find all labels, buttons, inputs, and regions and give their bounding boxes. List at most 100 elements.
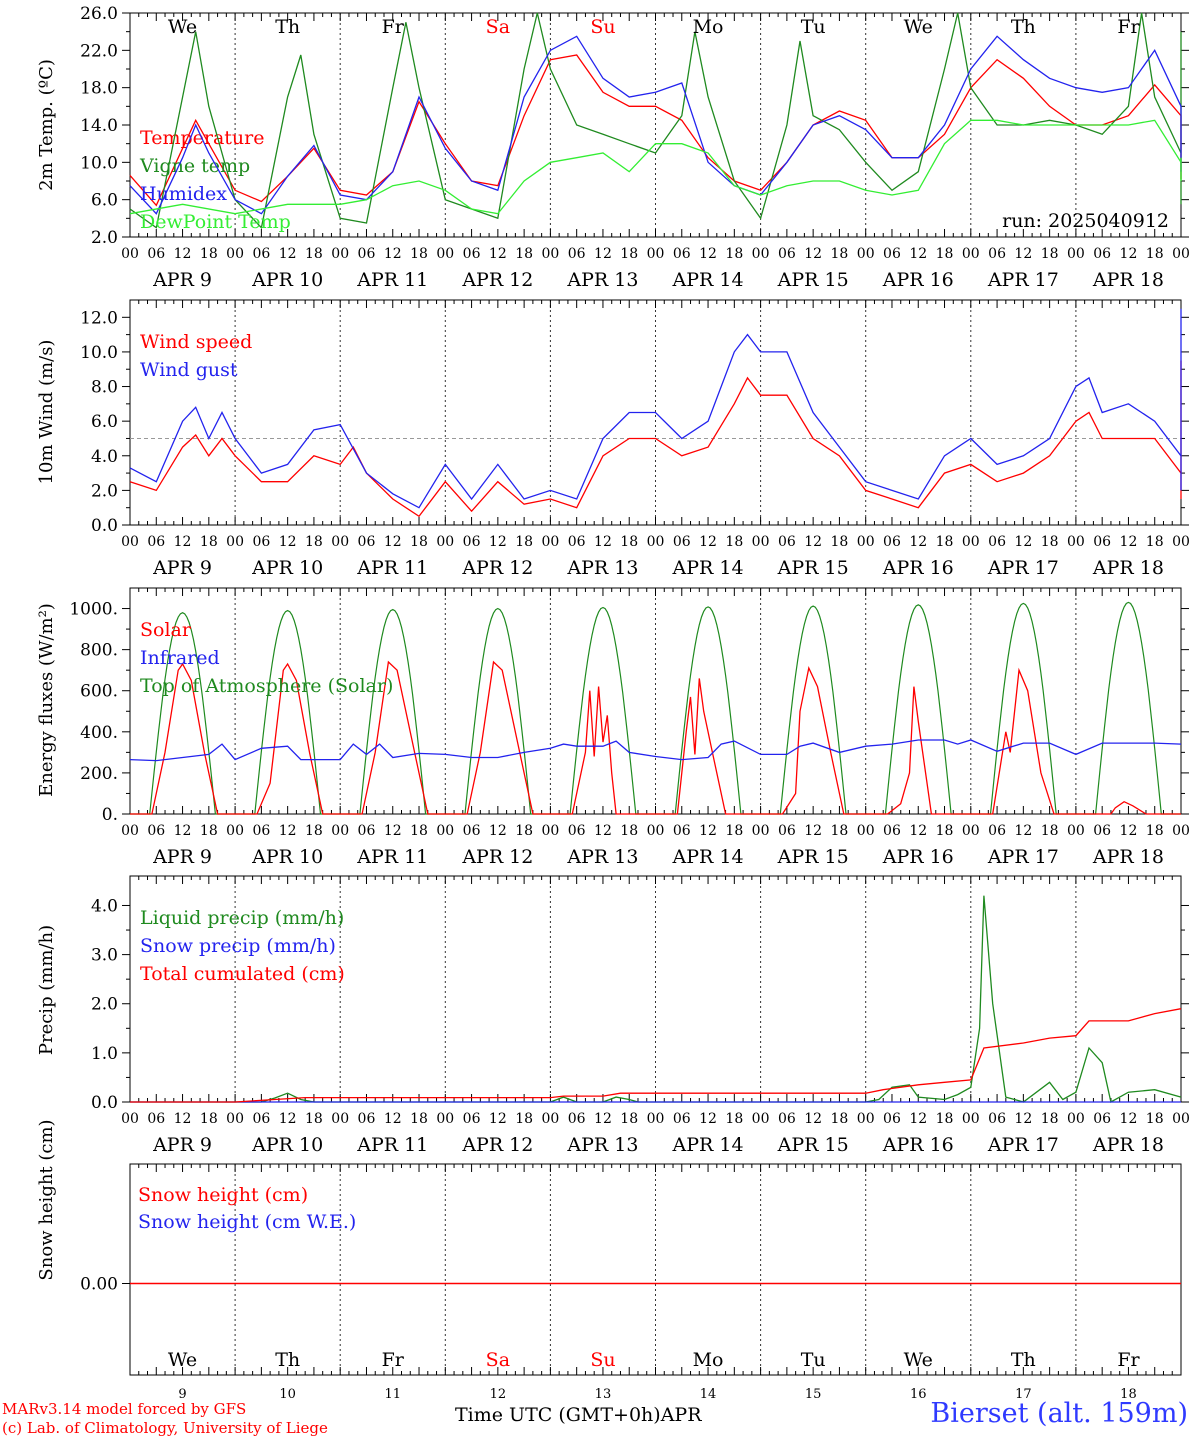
weekday-label: Mo [693, 16, 724, 38]
weekday-label: Sa [486, 16, 510, 38]
hour-tick-label: 12 [1120, 823, 1138, 839]
date-label: APR 13 [566, 557, 638, 579]
series-line [129, 54, 1182, 207]
hour-tick-label: 12 [1120, 1111, 1138, 1127]
hour-tick-label: 00 [1067, 534, 1085, 550]
hour-tick-label: 00 [962, 823, 980, 839]
weekday-label-bottom: Su [590, 1349, 615, 1371]
legend-entry: Top of Atmosphere (Solar) [140, 675, 393, 697]
legend-entry: Snow precip (mm/h) [140, 935, 336, 957]
hour-tick-label: 18 [1041, 246, 1059, 262]
hour-tick-label: 00 [331, 823, 349, 839]
time-axis-label: Time UTC (GMT+0h) [455, 1404, 661, 1426]
date-label: APR 15 [777, 1134, 849, 1156]
hour-tick-label: 00 [857, 1111, 875, 1127]
hour-tick-label: 06 [252, 534, 270, 550]
legend-entry: Infrared [140, 647, 220, 669]
weekday-label-bottom: Fr [1117, 1349, 1140, 1371]
hour-tick-label: 06 [778, 1111, 796, 1127]
hour-tick-label: 06 [463, 246, 481, 262]
date-label: APR 18 [1092, 269, 1164, 291]
hour-tick-label: 12 [279, 823, 297, 839]
hour-tick-label: 00 [541, 823, 559, 839]
hour-tick-label: 00 [1172, 1111, 1190, 1127]
y-tick-label: 0. [102, 805, 118, 825]
hour-tick-label: 00 [436, 823, 454, 839]
hour-tick-label: 00 [1067, 246, 1085, 262]
hour-tick-label: 00 [962, 246, 980, 262]
hour-tick-label: 18 [831, 246, 849, 262]
date-label: APR 13 [566, 846, 638, 868]
y-tick-label: 8.0 [91, 378, 118, 398]
date-label: APR 16 [882, 846, 954, 868]
day-number-label: 16 [910, 1387, 927, 1402]
date-label: APR 14 [672, 1134, 744, 1156]
day-number-label: 10 [279, 1387, 296, 1402]
hour-tick-label: 00 [647, 246, 665, 262]
day-number-label: 17 [1015, 1387, 1032, 1402]
y-tick-label: 1000. [69, 600, 118, 620]
hour-tick-label: 00 [121, 823, 139, 839]
date-label: APR 14 [672, 846, 744, 868]
date-label: APR 9 [152, 557, 212, 579]
hour-tick-label: 00 [962, 534, 980, 550]
date-label: APR 18 [1092, 1134, 1164, 1156]
hour-tick-label: 12 [804, 823, 822, 839]
hour-tick-label: 00 [752, 823, 770, 839]
legend-entry: Liquid precip (mm/h) [140, 907, 344, 929]
day-number-label: 18 [1120, 1387, 1137, 1402]
y-tick-label: 2.0 [91, 481, 118, 501]
date-label: APR 17 [987, 846, 1059, 868]
date-label: APR 14 [672, 269, 744, 291]
hour-tick-label: 00 [1172, 246, 1190, 262]
date-label: APR 9 [152, 1134, 212, 1156]
legend-entry: Snow height (cm W.E.) [138, 1211, 356, 1233]
hour-tick-label: 12 [174, 823, 192, 839]
hour-tick-label: 12 [174, 1111, 192, 1127]
hour-tick-label: 12 [594, 534, 612, 550]
weekday-label-bottom: Sa [486, 1349, 510, 1371]
hour-tick-label: 12 [489, 246, 507, 262]
date-label: APR 12 [461, 557, 533, 579]
legend-entry: Wind speed [140, 331, 252, 353]
hour-tick-label: 12 [279, 246, 297, 262]
weekday-label: Su [590, 16, 615, 38]
hour-tick-label: 12 [909, 823, 927, 839]
hour-tick-label: 00 [647, 823, 665, 839]
hour-tick-label: 18 [200, 246, 218, 262]
hour-tick-label: 06 [358, 1111, 376, 1127]
y-tick-label: 800. [80, 641, 118, 661]
hour-tick-label: 06 [673, 823, 691, 839]
hour-tick-label: 06 [988, 534, 1006, 550]
hour-tick-label: 00 [1172, 534, 1190, 550]
series-line [129, 12, 1182, 230]
hour-tick-label: 00 [436, 246, 454, 262]
date-label: APR 16 [882, 1134, 954, 1156]
credit-line-2: (c) Lab. of Climatology, University of L… [2, 1419, 328, 1437]
hour-tick-label: 00 [541, 246, 559, 262]
hour-tick-label: 06 [988, 1111, 1006, 1127]
y-tick-label: 3.0 [91, 946, 118, 966]
weekday-label: We [904, 16, 933, 38]
hour-tick-label: 06 [463, 534, 481, 550]
y-tick-label: 600. [80, 682, 118, 702]
date-label: APR 18 [1092, 846, 1164, 868]
station-label: Bierset (alt. 159m) [930, 1398, 1188, 1429]
legend-entry: Solar [140, 619, 192, 641]
hour-tick-label: 12 [804, 1111, 822, 1127]
hour-tick-label: 06 [1093, 823, 1111, 839]
date-label: APR 10 [251, 846, 323, 868]
hour-tick-label: 00 [752, 534, 770, 550]
hour-tick-label: 12 [909, 246, 927, 262]
hour-tick-label: 18 [1146, 534, 1164, 550]
hour-tick-label: 12 [384, 1111, 402, 1127]
hour-tick-label: 00 [1172, 823, 1190, 839]
hour-tick-label: 06 [568, 1111, 586, 1127]
hour-tick-label: 12 [594, 823, 612, 839]
hour-tick-label: 18 [831, 823, 849, 839]
date-label: APR 17 [987, 557, 1059, 579]
y-tick-label: 2.0 [91, 995, 118, 1015]
hour-tick-label: 06 [147, 1111, 165, 1127]
hour-tick-label: 06 [988, 823, 1006, 839]
hour-tick-label: 06 [673, 246, 691, 262]
